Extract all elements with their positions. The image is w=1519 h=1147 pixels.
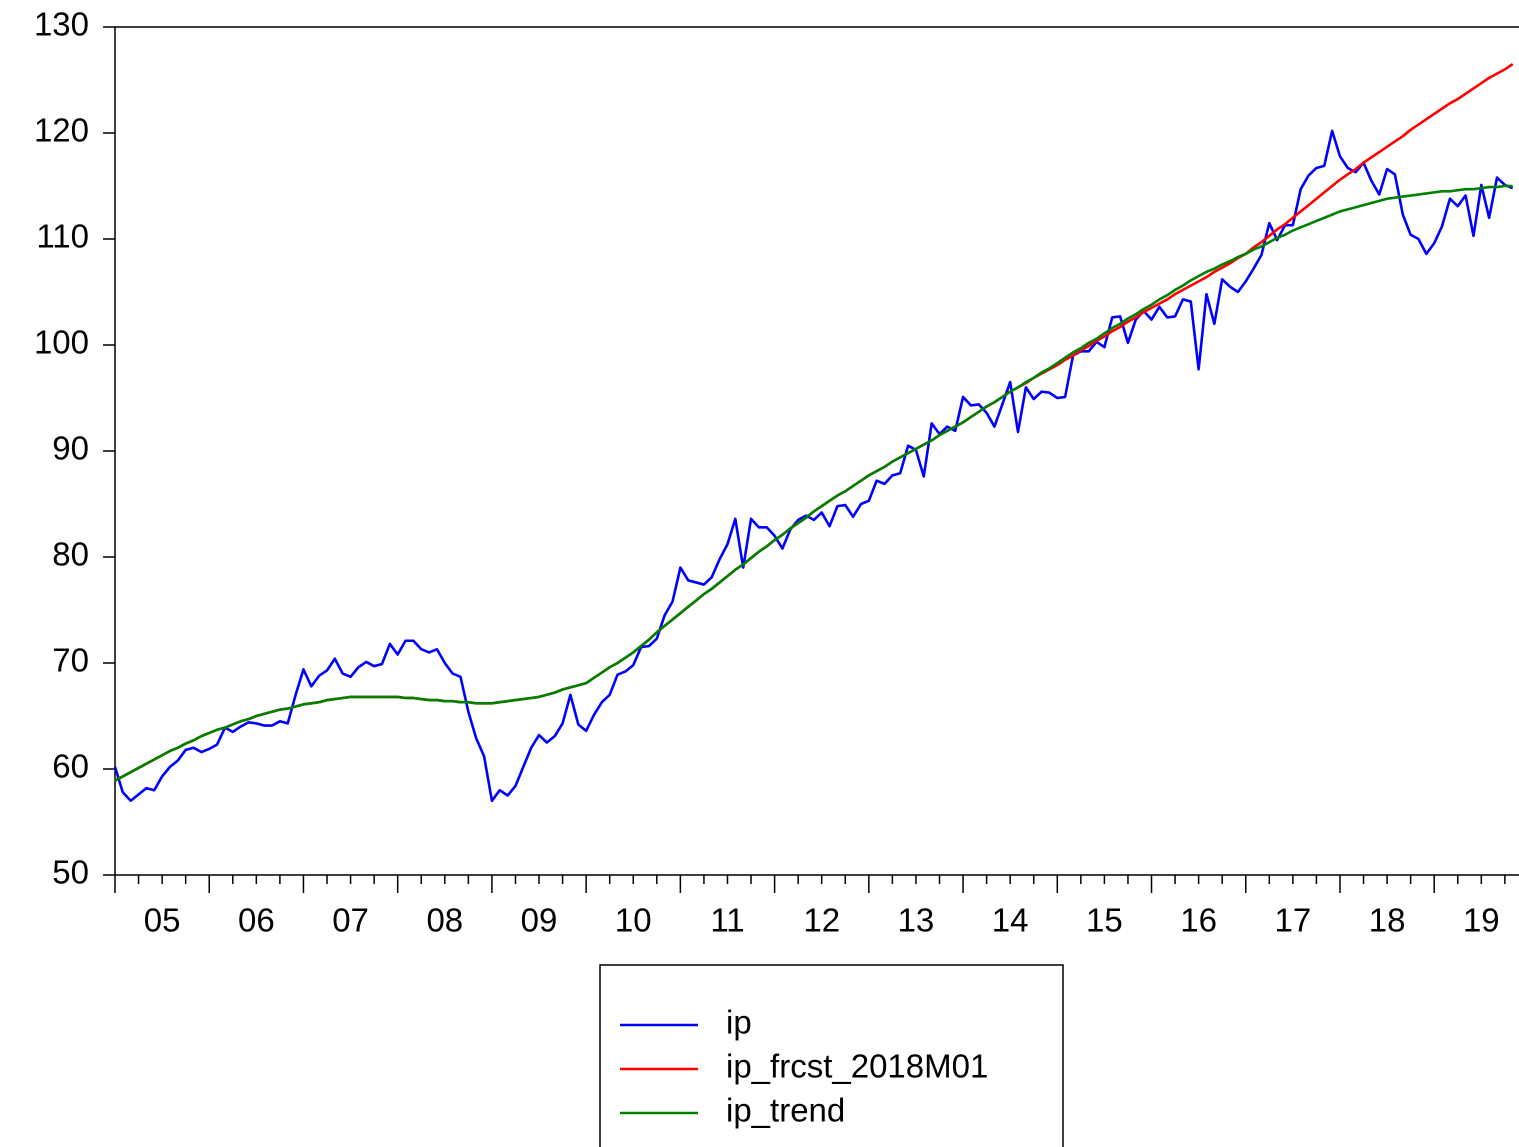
x-tick-label: 08 bbox=[426, 902, 463, 939]
x-tick-label: 12 bbox=[803, 902, 840, 939]
y-tick-label: 70 bbox=[52, 642, 89, 679]
x-tick-label: 10 bbox=[615, 902, 652, 939]
x-tick-label: 16 bbox=[1180, 902, 1217, 939]
legend-label: ip_trend bbox=[726, 1092, 845, 1129]
x-tick-label: 14 bbox=[992, 902, 1029, 939]
x-tick-label: 11 bbox=[710, 902, 744, 939]
y-tick-label: 110 bbox=[36, 218, 89, 255]
y-tick-label: 120 bbox=[34, 112, 89, 149]
y-tick-label: 90 bbox=[52, 430, 89, 467]
legend-label: ip bbox=[726, 1004, 752, 1041]
series-line bbox=[113, 129, 1514, 803]
series-line bbox=[114, 184, 1513, 782]
x-tick-label: 05 bbox=[144, 902, 181, 939]
x-tick-label: 15 bbox=[1086, 902, 1123, 939]
x-tick-label: 19 bbox=[1463, 902, 1500, 939]
y-tick-label: 80 bbox=[52, 536, 89, 573]
x-tick-label: 06 bbox=[238, 902, 275, 939]
x-tick-label: 18 bbox=[1369, 902, 1406, 939]
y-tick-label: 50 bbox=[52, 854, 89, 891]
y-tick-label: 100 bbox=[34, 324, 89, 361]
y-tick-label: 60 bbox=[52, 748, 89, 785]
x-tick-label: 13 bbox=[898, 902, 935, 939]
x-tick-label: 17 bbox=[1274, 902, 1311, 939]
legend-label: ip_frcst_2018M01 bbox=[726, 1048, 988, 1085]
x-tick-label: 09 bbox=[521, 902, 558, 939]
x-tick-label: 07 bbox=[332, 902, 369, 939]
legend-box bbox=[599, 964, 1064, 1147]
y-tick-label: 130 bbox=[34, 6, 89, 43]
